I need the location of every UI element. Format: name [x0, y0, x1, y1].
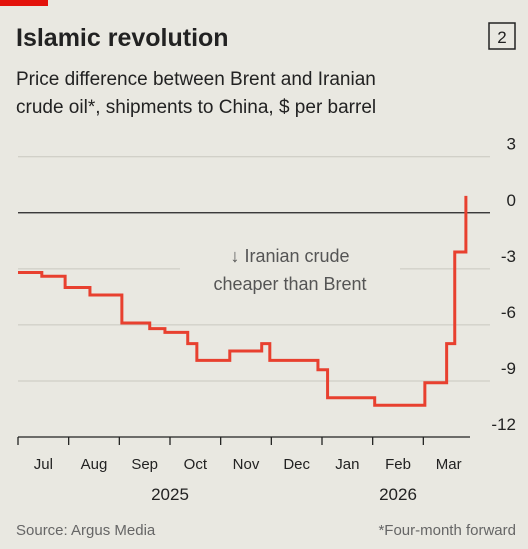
y-tick-label: 3 [507, 135, 516, 154]
subtitle: Price difference between Brent and Irani… [16, 69, 376, 90]
brand-bar [0, 0, 48, 6]
x-tick-label: Feb [385, 456, 411, 473]
annotation-bg [180, 240, 400, 298]
x-tick-label: Aug [81, 456, 108, 473]
y-tick-label: -3 [501, 247, 516, 266]
x-tick-label: Jan [335, 456, 359, 473]
line [18, 195, 468, 407]
y-tick-label: -9 [501, 359, 516, 378]
y-tick-label: -12 [491, 415, 516, 434]
chart-number: 2 [497, 28, 506, 47]
x-tick-label: Nov [233, 456, 260, 473]
y-tick-label: 0 [507, 191, 516, 210]
source: Source: Argus Media [16, 522, 156, 539]
y-tick-label: -6 [501, 303, 516, 322]
year-label: 2026 [379, 485, 417, 504]
x-tick-label: Dec [283, 456, 310, 473]
x-tick-label: Sep [131, 456, 158, 473]
x-tick-label: Jul [34, 456, 53, 473]
year-label: 2025 [151, 485, 189, 504]
x-tick-label: Mar [436, 456, 462, 473]
chart-title: Islamic revolution [16, 24, 229, 52]
annotation: cheaper than Brent [213, 274, 366, 294]
annotation: ↓ Iranian crude [230, 246, 349, 266]
x-tick-label: Oct [184, 456, 208, 473]
footnote: *Four-month forward [378, 522, 516, 539]
subtitle: crude oil*, shipments to China, $ per ba… [16, 97, 376, 118]
chart-number-box [488, 22, 516, 50]
